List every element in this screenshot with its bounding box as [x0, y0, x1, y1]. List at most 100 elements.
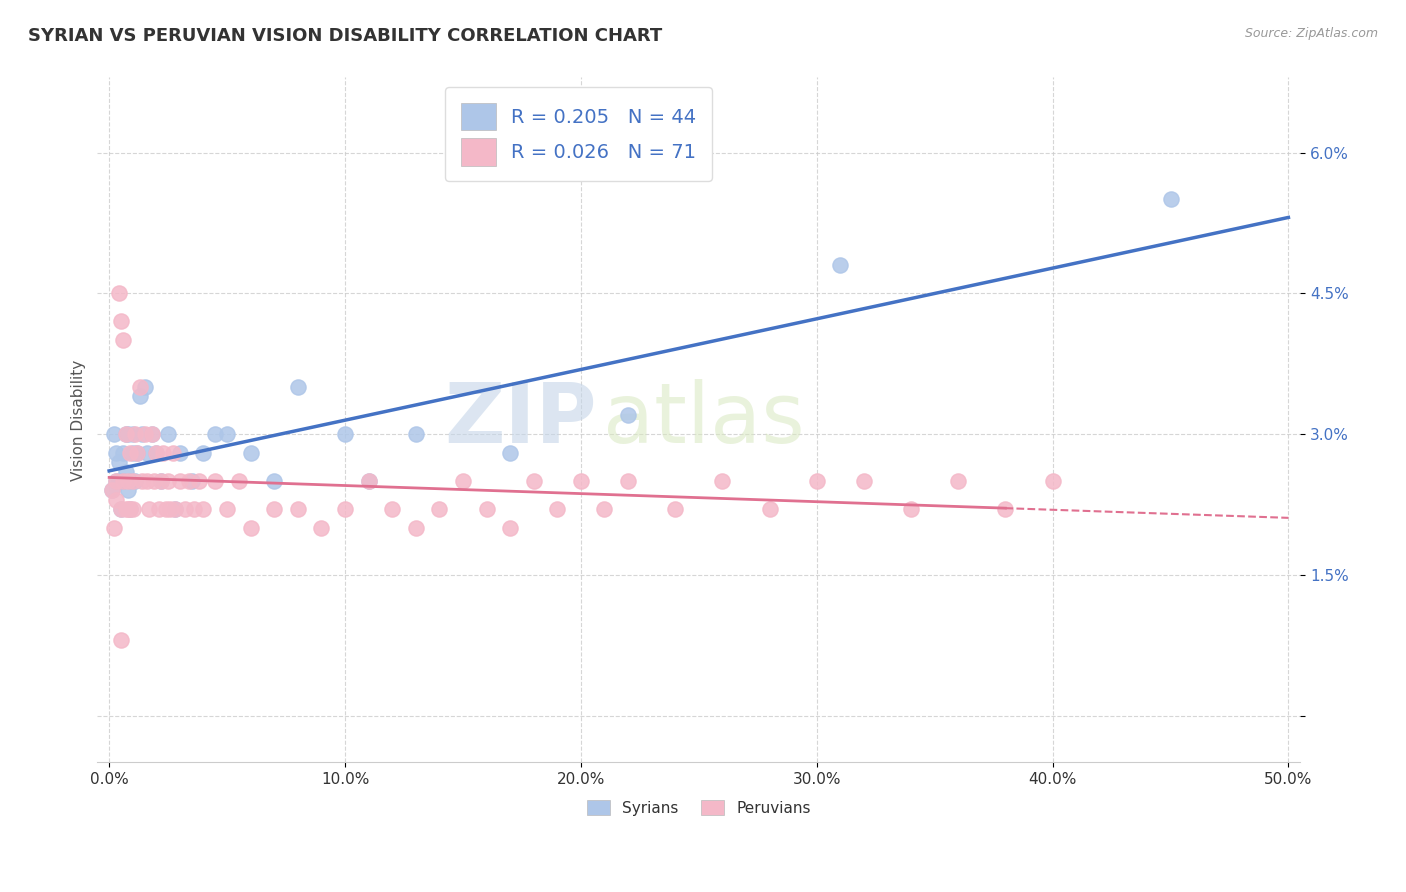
Point: [852, 474, 875, 488]
Point: [110, 474, 132, 488]
Point: [127, 446, 149, 460]
Point: [263, 474, 285, 488]
Text: ZIP: ZIP: [444, 379, 596, 460]
Point: [617, 474, 640, 488]
Point: [117, 483, 139, 498]
Point: [124, 474, 146, 488]
Point: [204, 427, 226, 442]
Point: [187, 474, 209, 488]
Point: [105, 474, 128, 488]
Point: [112, 333, 135, 347]
Point: [287, 502, 309, 516]
Point: [131, 474, 153, 488]
Point: [110, 502, 132, 516]
Point: [128, 389, 150, 403]
Point: [180, 474, 202, 488]
Point: [107, 286, 129, 301]
Point: [173, 502, 195, 516]
Point: [105, 492, 128, 507]
Point: [121, 427, 143, 442]
Point: [134, 427, 156, 442]
Point: [120, 446, 142, 460]
Point: [546, 502, 568, 516]
Point: [228, 474, 250, 488]
Point: [569, 474, 592, 488]
Point: [100, 483, 122, 498]
Point: [287, 380, 309, 394]
Point: [357, 474, 380, 488]
Point: [110, 502, 132, 516]
Point: [155, 502, 177, 516]
Point: [617, 409, 640, 423]
Point: [145, 446, 167, 460]
Point: [114, 465, 136, 479]
Y-axis label: Vision Disability: Vision Disability: [72, 359, 86, 481]
Point: [217, 502, 239, 516]
Point: [204, 474, 226, 488]
Point: [183, 502, 205, 516]
Point: [405, 427, 427, 442]
Point: [239, 521, 262, 535]
Point: [405, 521, 427, 535]
Point: [121, 446, 143, 460]
Point: [994, 502, 1017, 516]
Point: [152, 446, 174, 460]
Point: [169, 446, 191, 460]
Point: [117, 502, 139, 516]
Point: [263, 502, 285, 516]
Point: [157, 427, 180, 442]
Point: [120, 502, 142, 516]
Point: [112, 446, 135, 460]
Point: [333, 502, 356, 516]
Point: [664, 502, 686, 516]
Point: [134, 380, 156, 394]
Point: [475, 502, 498, 516]
Point: [900, 502, 922, 516]
Point: [427, 502, 450, 516]
Point: [103, 521, 125, 535]
Point: [127, 446, 149, 460]
Point: [110, 314, 132, 328]
Point: [357, 474, 380, 488]
Point: [107, 455, 129, 469]
Point: [165, 502, 187, 516]
Point: [128, 380, 150, 394]
Point: [499, 446, 522, 460]
Point: [157, 474, 180, 488]
Point: [193, 502, 215, 516]
Text: Source: ZipAtlas.com: Source: ZipAtlas.com: [1244, 27, 1378, 40]
Point: [148, 502, 170, 516]
Point: [1160, 193, 1182, 207]
Point: [124, 427, 146, 442]
Point: [121, 474, 143, 488]
Point: [193, 446, 215, 460]
Point: [141, 427, 163, 442]
Point: [165, 502, 187, 516]
Point: [948, 474, 970, 488]
Point: [239, 446, 262, 460]
Point: [114, 427, 136, 442]
Point: [135, 446, 157, 460]
Point: [145, 446, 167, 460]
Legend: Syrians, Peruvians: Syrians, Peruvians: [579, 792, 818, 823]
Point: [150, 474, 173, 488]
Point: [179, 474, 201, 488]
Point: [103, 427, 125, 442]
Point: [381, 502, 404, 516]
Point: [142, 474, 165, 488]
Point: [131, 427, 153, 442]
Point: [169, 474, 191, 488]
Point: [114, 427, 136, 442]
Point: [499, 521, 522, 535]
Point: [105, 446, 128, 460]
Point: [711, 474, 734, 488]
Point: [159, 502, 181, 516]
Point: [150, 474, 173, 488]
Point: [107, 474, 129, 488]
Point: [758, 502, 780, 516]
Point: [105, 474, 128, 488]
Point: [110, 633, 132, 648]
Point: [451, 474, 474, 488]
Point: [100, 483, 122, 498]
Point: [311, 521, 333, 535]
